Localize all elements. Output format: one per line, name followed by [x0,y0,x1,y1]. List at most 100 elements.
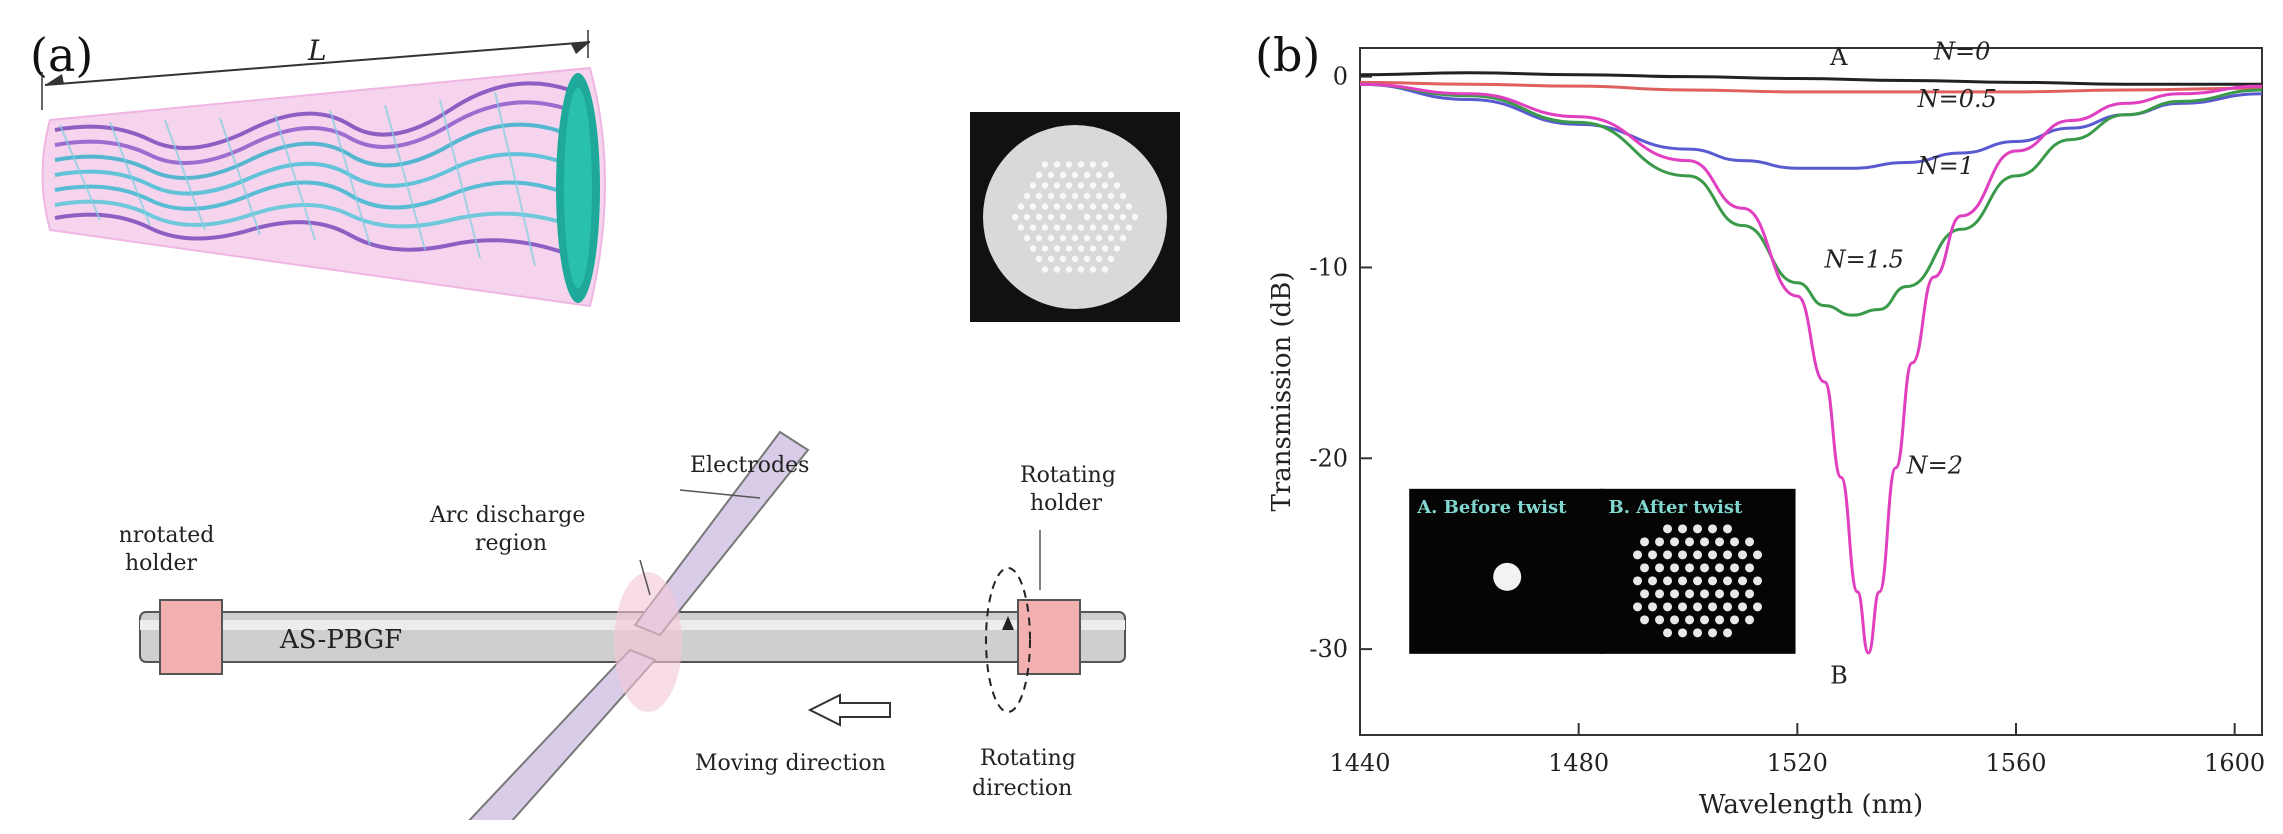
cladding-spot [1655,615,1665,625]
setup-diagram: Electrodes Unrotated holder Arc discharg… [120,430,1126,820]
cladding-spot [1693,550,1703,560]
cladding-hole [1089,266,1097,273]
transmission-chart: 1440 1480 1520 1560 1600 0 -10 -20 -30 Wavelength… [1267,40,2265,820]
cladding-hole [1101,245,1109,252]
cladding-hole [1113,245,1121,252]
cladding-spot [1708,602,1718,612]
cladding-hole [1047,213,1055,221]
cladding-spot [1670,563,1680,573]
cladding-hole [1053,266,1061,273]
cladding-hole [1077,203,1085,210]
x-tick-label: 1560 [1985,749,2046,777]
cladding-hole [1119,213,1127,221]
cladding-hole [1101,266,1109,273]
inset-before-twist-label: A. Before twist [1416,497,1567,518]
cladding-spot [1708,524,1718,534]
cladding-hole [1101,224,1109,231]
cladding-spot [1655,563,1665,573]
panel-b-label: (b) [1255,28,1321,82]
cladding-spot [1753,602,1763,612]
cladding-spot [1715,615,1725,625]
rotating-direction-label: Rotating [980,746,1076,771]
series-line-N-1-5 [1359,82,2263,317]
cladding-hole [1071,192,1079,200]
cladding-spot [1745,563,1755,573]
cladding-spot [1678,524,1688,534]
cladding-hole [1113,224,1121,231]
cladding-hole [1023,234,1031,242]
arc-region-label-2: region [475,531,547,556]
cladding-hole [1089,161,1097,168]
cladding-hole [1059,234,1067,242]
cladding-hole [1131,213,1139,221]
cladding-hole [1065,203,1073,210]
cladding-spot [1730,537,1740,547]
arc-region-label: Arc discharge [429,503,585,528]
cladding-hole [1071,234,1079,242]
x-tick-label: 1520 [1767,749,1828,777]
series-label: N=1.5 [1824,245,1904,273]
cladding-hole [1101,203,1109,210]
cladding-hole [1011,213,1019,221]
cladding-spot [1633,576,1643,586]
inset-after-twist [1600,488,1796,654]
cladding-hole [1065,224,1073,231]
cladding-spot [1678,576,1688,586]
cladding-hole [1065,161,1073,168]
cladding-hole [1041,266,1049,273]
cladding-hole [1107,192,1115,200]
y-tick-label: 0 [1333,63,1348,91]
cladding-hole [1077,245,1085,252]
cladding-hole [1041,161,1049,168]
cladding-hole [1029,182,1037,189]
rotation-indicator [985,567,1031,713]
cladding-hole [1071,255,1079,263]
cladding-hole [1053,182,1061,189]
cladding-spot [1700,589,1710,599]
cladding-hole [1053,203,1061,210]
cladding-spot [1730,563,1740,573]
cladding-hole [1107,255,1115,263]
cladding-hole [1089,203,1097,210]
x-axis-label: Wavelength (nm) [1699,790,1923,820]
cladding-hole [1083,192,1091,200]
cladding-spot [1693,524,1703,534]
cladding-hole [1101,161,1109,168]
series-label: N=0.5 [1917,85,1997,113]
x-tick-label: 1600 [2204,749,2265,777]
cladding-hole [1077,266,1085,273]
cladding-hole [1095,255,1103,263]
cladding-spot [1715,589,1725,599]
cladding-spot [1730,615,1740,625]
x-tick-label: 1480 [1548,749,1609,777]
rotating-holder-label-2: holder [1030,491,1103,516]
cladding-hole [1095,192,1103,200]
series-label: N=1 [1917,152,1974,180]
fiber-taper-illustration: L [41,30,606,308]
cladding-hole [1035,234,1043,242]
cladding-spot [1723,602,1733,612]
cladding-spot [1685,537,1695,547]
cladding-spot [1640,615,1650,625]
length-label: L [307,34,327,67]
point-label-b: B [1830,661,1848,689]
cladding-hole [1017,224,1025,231]
cladding-spot [1693,576,1703,586]
cladding-hole [1119,234,1127,242]
cladding-spot [1663,628,1673,638]
arc-region [614,572,682,712]
cladding-spot [1648,550,1658,560]
cladding-hole [1119,192,1127,200]
cladding-spot [1648,576,1658,586]
cladding-spot [1663,524,1673,534]
cladding-hole [1053,224,1061,231]
cladding-hole [1107,234,1115,242]
cladding-hole [1089,245,1097,252]
cladding-hole [1125,203,1133,210]
cladding-hole [1107,171,1115,179]
core-spot [1493,562,1522,591]
cladding-spot [1715,537,1725,547]
cladding-spot [1745,537,1755,547]
cladding-hole [1047,171,1055,179]
cladding-hole [1029,224,1037,231]
